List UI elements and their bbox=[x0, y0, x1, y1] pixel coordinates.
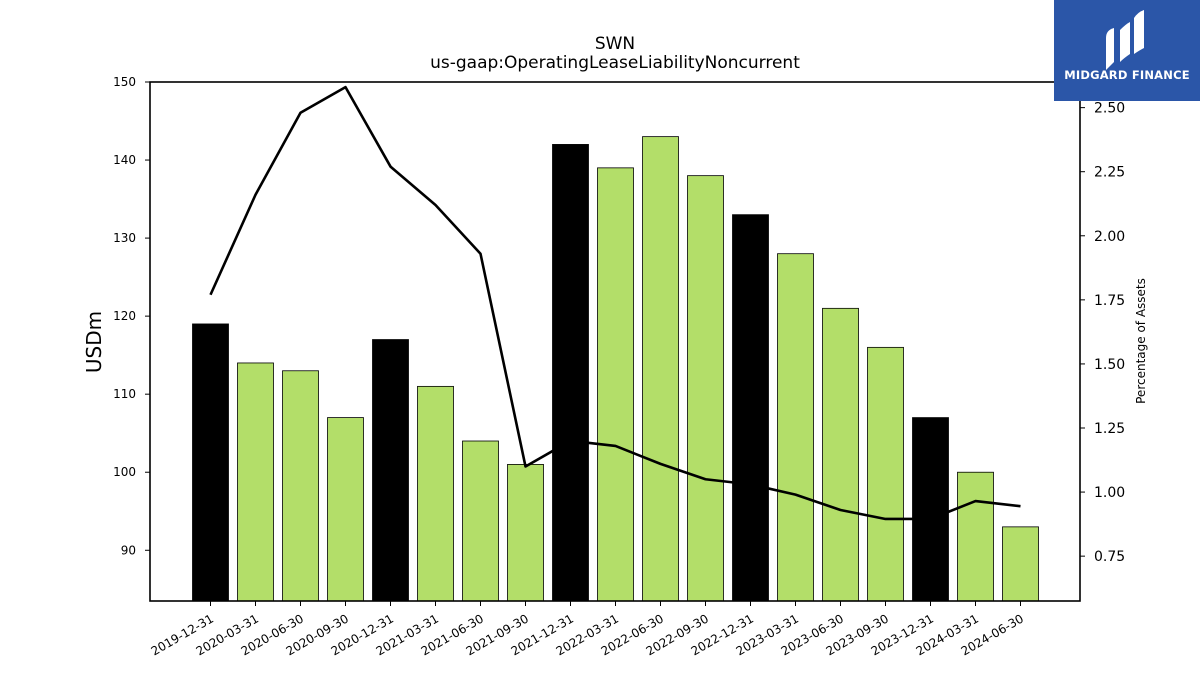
y2-axis-label: Percentage of Assets bbox=[1134, 278, 1148, 404]
brand-name: MIDGARD FINANCE bbox=[1064, 68, 1190, 82]
right-axis: 0.75 1.00 1.25 1.50 1.75 2.00 2.25 2.50 bbox=[1080, 101, 1125, 565]
bar-group bbox=[192, 136, 1039, 602]
y2-tick-label: 2.50 bbox=[1094, 101, 1125, 117]
bar-2021-12-31 bbox=[552, 144, 589, 602]
y2-tick-label: 1.75 bbox=[1094, 293, 1125, 309]
y2-tick-label: 1.50 bbox=[1094, 357, 1125, 373]
bar-2021-06-30 bbox=[462, 440, 499, 602]
bar-2023-09-30 bbox=[867, 346, 904, 602]
bar-2022-09-30 bbox=[687, 175, 724, 602]
bar-2021-03-31 bbox=[417, 385, 454, 602]
bar-2021-09-30 bbox=[507, 464, 544, 602]
percentage-line bbox=[209, 85, 1021, 521]
y-tick-label: 150 bbox=[113, 75, 136, 89]
y2-tick-label: 2.00 bbox=[1094, 229, 1125, 245]
bar-2022-06-30 bbox=[642, 136, 679, 602]
left-axis: 90 100 110 120 130 140 150 bbox=[113, 75, 150, 557]
bar-2024-06-30 bbox=[1002, 526, 1039, 602]
y2-tick-label: 0.75 bbox=[1094, 549, 1125, 565]
x-axis: 2019-12-312020-03-312020-06-302020-09-30… bbox=[149, 601, 1026, 658]
y2-tick-label: 2.25 bbox=[1094, 165, 1125, 181]
midgard-logo-icon bbox=[1106, 10, 1144, 70]
bar-2020-09-30 bbox=[327, 417, 364, 602]
brand-logo: MIDGARD FINANCE bbox=[1054, 0, 1200, 101]
bar-2024-03-31 bbox=[957, 471, 994, 602]
y-tick-label: 110 bbox=[113, 387, 136, 401]
y-tick-label: 140 bbox=[113, 153, 136, 167]
bar-2020-06-30 bbox=[282, 370, 319, 602]
chart-subtitle: us-gaap:OperatingLeaseLiabilityNoncurren… bbox=[430, 53, 800, 73]
bar-2020-03-31 bbox=[237, 362, 274, 602]
chart-title: SWN bbox=[595, 34, 635, 54]
y2-tick-label: 1.25 bbox=[1094, 421, 1125, 437]
bar-2023-03-31 bbox=[777, 253, 814, 602]
bar-2023-06-30 bbox=[822, 307, 859, 602]
bar-2020-12-31 bbox=[372, 339, 409, 602]
y2-tick-label: 1.00 bbox=[1094, 485, 1125, 501]
y-axis-label: USDm bbox=[82, 311, 106, 373]
y-tick-label: 90 bbox=[121, 543, 136, 557]
y-tick-label: 130 bbox=[113, 231, 136, 245]
bar-2023-12-31 bbox=[912, 417, 949, 602]
line-group bbox=[209, 85, 1021, 521]
bar-2019-12-31 bbox=[192, 323, 229, 602]
y-tick-label: 100 bbox=[113, 465, 136, 479]
bar-2022-03-31 bbox=[597, 167, 634, 602]
bar-2022-12-31 bbox=[732, 214, 769, 602]
y-tick-label: 120 bbox=[113, 309, 136, 323]
